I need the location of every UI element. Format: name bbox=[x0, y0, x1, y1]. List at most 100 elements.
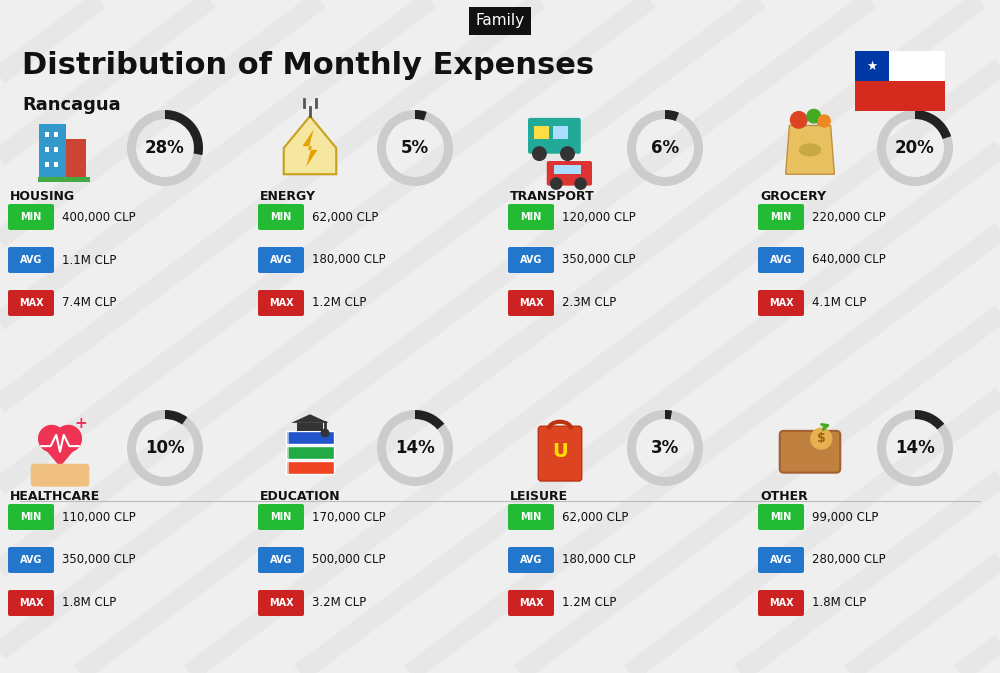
Text: TRANSPORT: TRANSPORT bbox=[510, 190, 595, 203]
Text: AVG: AVG bbox=[520, 255, 542, 265]
FancyBboxPatch shape bbox=[508, 247, 554, 273]
Wedge shape bbox=[165, 410, 187, 425]
FancyBboxPatch shape bbox=[508, 204, 554, 230]
Text: MAX: MAX bbox=[769, 598, 793, 608]
Text: 1.8M CLP: 1.8M CLP bbox=[812, 596, 866, 610]
Text: 62,000 CLP: 62,000 CLP bbox=[562, 511, 628, 524]
FancyBboxPatch shape bbox=[508, 590, 554, 616]
Ellipse shape bbox=[799, 143, 821, 156]
Circle shape bbox=[39, 425, 65, 452]
FancyBboxPatch shape bbox=[286, 461, 334, 474]
Wedge shape bbox=[627, 410, 703, 486]
FancyBboxPatch shape bbox=[297, 423, 323, 431]
Text: 3%: 3% bbox=[651, 439, 679, 457]
FancyBboxPatch shape bbox=[508, 504, 554, 530]
FancyBboxPatch shape bbox=[855, 81, 945, 111]
FancyBboxPatch shape bbox=[258, 590, 304, 616]
Text: MIN: MIN bbox=[20, 512, 42, 522]
Text: MAX: MAX bbox=[19, 598, 43, 608]
Text: 280,000 CLP: 280,000 CLP bbox=[812, 553, 886, 567]
Circle shape bbox=[551, 178, 562, 189]
FancyBboxPatch shape bbox=[508, 547, 554, 573]
Circle shape bbox=[807, 110, 820, 123]
FancyBboxPatch shape bbox=[258, 204, 304, 230]
FancyBboxPatch shape bbox=[66, 139, 86, 180]
FancyBboxPatch shape bbox=[54, 162, 58, 167]
Polygon shape bbox=[284, 116, 336, 174]
FancyBboxPatch shape bbox=[889, 51, 945, 81]
Text: 99,000 CLP: 99,000 CLP bbox=[812, 511, 878, 524]
Text: 4.1M CLP: 4.1M CLP bbox=[812, 297, 866, 310]
Text: EDUCATION: EDUCATION bbox=[260, 489, 341, 503]
Text: 2.3M CLP: 2.3M CLP bbox=[562, 297, 616, 310]
FancyBboxPatch shape bbox=[39, 124, 66, 180]
FancyBboxPatch shape bbox=[758, 547, 804, 573]
Circle shape bbox=[811, 428, 832, 449]
Text: AVG: AVG bbox=[20, 555, 42, 565]
FancyBboxPatch shape bbox=[855, 51, 889, 81]
Text: MAX: MAX bbox=[269, 598, 293, 608]
FancyBboxPatch shape bbox=[534, 125, 549, 139]
FancyBboxPatch shape bbox=[45, 162, 49, 167]
Text: MAX: MAX bbox=[519, 598, 543, 608]
Wedge shape bbox=[665, 110, 679, 121]
Circle shape bbox=[321, 429, 329, 437]
Text: AVG: AVG bbox=[270, 255, 292, 265]
Text: MAX: MAX bbox=[269, 298, 293, 308]
FancyBboxPatch shape bbox=[8, 204, 54, 230]
FancyBboxPatch shape bbox=[258, 290, 304, 316]
Text: 1.1M CLP: 1.1M CLP bbox=[62, 254, 116, 267]
Text: 1.2M CLP: 1.2M CLP bbox=[312, 297, 366, 310]
Text: AVG: AVG bbox=[520, 555, 542, 565]
FancyBboxPatch shape bbox=[8, 590, 54, 616]
Text: LEISURE: LEISURE bbox=[510, 489, 568, 503]
FancyBboxPatch shape bbox=[54, 133, 58, 137]
Wedge shape bbox=[915, 110, 951, 139]
Circle shape bbox=[818, 115, 830, 127]
Circle shape bbox=[55, 425, 81, 452]
Text: ★: ★ bbox=[866, 59, 878, 73]
Wedge shape bbox=[127, 410, 203, 486]
FancyBboxPatch shape bbox=[31, 464, 89, 487]
Text: 180,000 CLP: 180,000 CLP bbox=[312, 254, 386, 267]
Text: HEALTHCARE: HEALTHCARE bbox=[10, 489, 100, 503]
Polygon shape bbox=[786, 125, 834, 174]
Text: AVG: AVG bbox=[270, 555, 292, 565]
Text: Rancagua: Rancagua bbox=[22, 96, 121, 114]
Text: 14%: 14% bbox=[395, 439, 435, 457]
Text: AVG: AVG bbox=[770, 555, 792, 565]
Text: 120,000 CLP: 120,000 CLP bbox=[562, 211, 636, 223]
Circle shape bbox=[575, 178, 586, 189]
Polygon shape bbox=[39, 442, 81, 467]
Text: 500,000 CLP: 500,000 CLP bbox=[312, 553, 385, 567]
FancyBboxPatch shape bbox=[552, 125, 568, 139]
Text: 170,000 CLP: 170,000 CLP bbox=[312, 511, 386, 524]
Text: 14%: 14% bbox=[895, 439, 935, 457]
FancyBboxPatch shape bbox=[54, 147, 58, 151]
Text: AVG: AVG bbox=[20, 255, 42, 265]
Wedge shape bbox=[877, 410, 953, 486]
Circle shape bbox=[790, 112, 807, 128]
Text: MIN: MIN bbox=[20, 212, 42, 222]
Text: 180,000 CLP: 180,000 CLP bbox=[562, 553, 636, 567]
Text: MAX: MAX bbox=[19, 298, 43, 308]
Text: 20%: 20% bbox=[895, 139, 935, 157]
Text: $: $ bbox=[817, 432, 826, 445]
FancyBboxPatch shape bbox=[8, 247, 54, 273]
Text: 5%: 5% bbox=[401, 139, 429, 157]
FancyBboxPatch shape bbox=[758, 504, 804, 530]
FancyBboxPatch shape bbox=[758, 204, 804, 230]
Wedge shape bbox=[377, 110, 453, 186]
Wedge shape bbox=[665, 410, 672, 419]
Text: 62,000 CLP: 62,000 CLP bbox=[312, 211, 378, 223]
FancyBboxPatch shape bbox=[8, 547, 54, 573]
Polygon shape bbox=[302, 129, 318, 167]
Text: +: + bbox=[74, 416, 87, 431]
Text: 1.2M CLP: 1.2M CLP bbox=[562, 596, 616, 610]
Text: ENERGY: ENERGY bbox=[260, 190, 316, 203]
FancyBboxPatch shape bbox=[286, 431, 289, 444]
FancyBboxPatch shape bbox=[8, 504, 54, 530]
FancyBboxPatch shape bbox=[8, 290, 54, 316]
Text: GROCERY: GROCERY bbox=[760, 190, 826, 203]
FancyBboxPatch shape bbox=[45, 133, 49, 137]
